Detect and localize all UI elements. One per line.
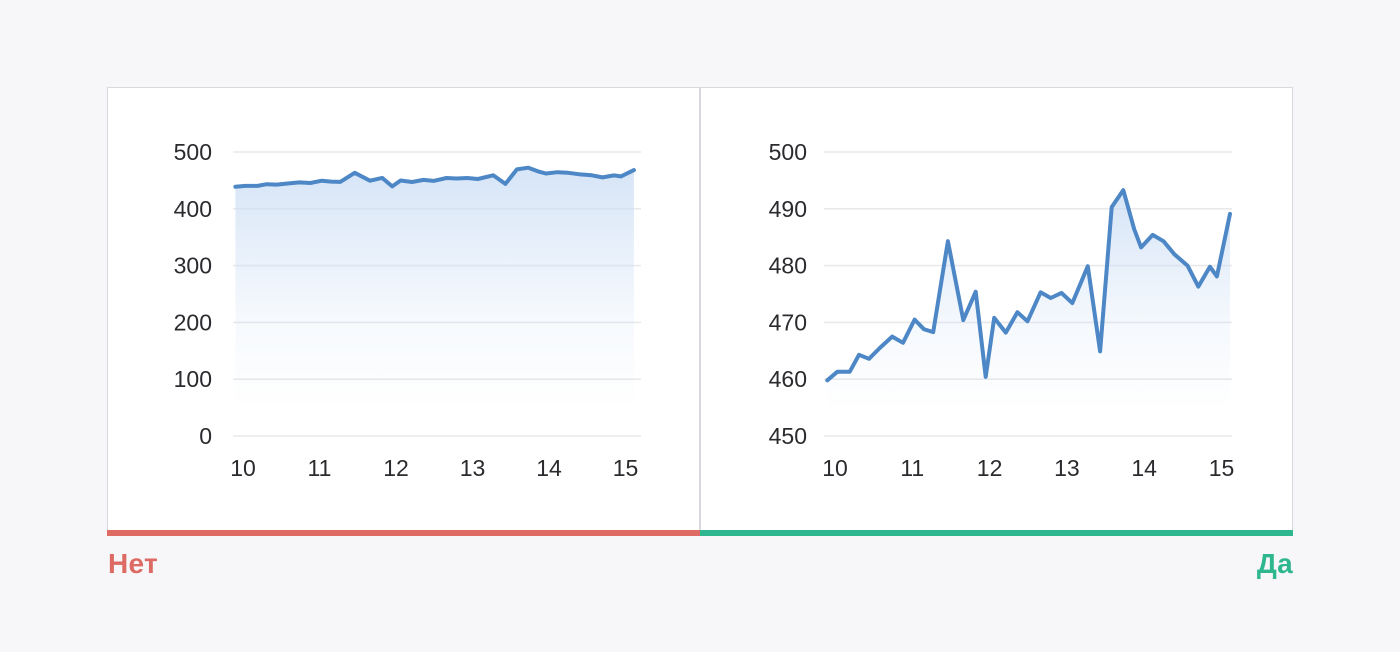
yes-underline-bar xyxy=(700,530,1293,536)
yes-label: Да xyxy=(1256,548,1293,579)
line-chart-right: 450 460 470 480 490 500 10 11 12 13 14 15 xyxy=(769,139,1235,481)
x-tick-label: 11 xyxy=(308,455,332,481)
y-tick-label: 200 xyxy=(174,309,212,335)
data-line xyxy=(825,188,1232,383)
no-underline-bar xyxy=(107,530,700,536)
x-tick-label: 15 xyxy=(1209,455,1235,481)
x-tick-label: 10 xyxy=(230,455,256,481)
x-tick-label: 13 xyxy=(460,455,486,481)
y-tick-label: 500 xyxy=(174,139,212,165)
x-tick-label: 11 xyxy=(900,455,924,481)
y-tick-label: 450 xyxy=(769,423,807,449)
y-tick-label: 480 xyxy=(769,253,807,279)
y-tick-label: 400 xyxy=(174,196,212,222)
x-tick-label: 10 xyxy=(822,455,848,481)
y-tick-label: 490 xyxy=(769,196,807,222)
area-fill xyxy=(235,167,634,436)
vertical-divider xyxy=(699,88,701,531)
data-line xyxy=(233,165,636,189)
panel-no: 0 100 200 300 400 500 10 11 12 13 14 15 xyxy=(108,88,699,531)
x-tick-label: 14 xyxy=(536,455,562,481)
x-tick-label: 14 xyxy=(1131,455,1157,481)
panel-yes: 450 460 470 480 490 500 10 11 12 13 14 15 xyxy=(701,88,1292,531)
x-tick-label: 12 xyxy=(977,455,1003,481)
x-tick-label: 13 xyxy=(1054,455,1080,481)
x-tick-label: 15 xyxy=(613,455,639,481)
y-tick-label: 300 xyxy=(174,253,212,279)
y-tick-label: 0 xyxy=(199,423,212,449)
y-tick-label: 100 xyxy=(174,366,212,392)
no-label: Нет xyxy=(108,548,159,579)
x-tick-label: 12 xyxy=(383,455,409,481)
y-tick-label: 500 xyxy=(769,139,807,165)
area-fill xyxy=(827,190,1230,436)
y-tick-label: 470 xyxy=(769,309,807,335)
comparison-card: 0 100 200 300 400 500 10 11 12 13 14 15 450 460 470 48… xyxy=(107,87,1293,531)
line-chart-left: 0 100 200 300 400 500 10 11 12 13 14 15 xyxy=(174,139,641,481)
y-tick-label: 460 xyxy=(769,366,807,392)
